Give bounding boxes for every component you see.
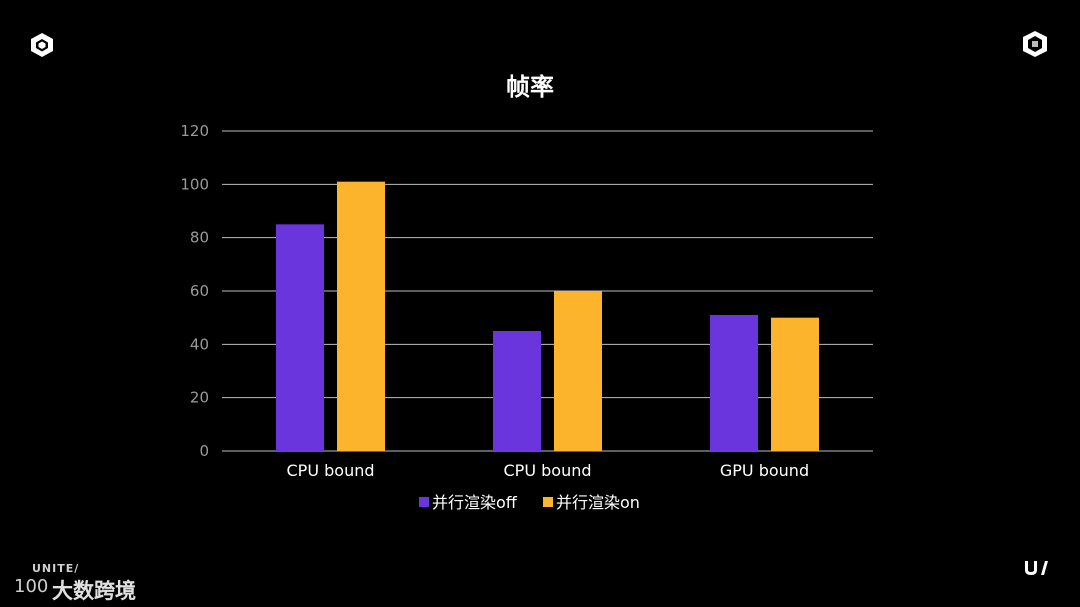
chart-title: 帧率 [506,73,554,101]
y-tick-label: 20 [190,389,209,407]
unity-logo-icon [31,33,53,57]
unite-label: UNITE/ [32,562,80,575]
x-axis-categories: CPU bound CPU bound GPU bound [287,461,810,480]
y-tick-label: 60 [190,282,209,300]
x-category-label: GPU bound [720,461,809,480]
legend-label: 并行渲染off [432,493,518,512]
brand-cjk-label: 大数跨境 [52,579,136,603]
bar-on [771,317,819,451]
unity-cube-icon [1023,31,1047,57]
bar-off [710,315,758,451]
unite-u-icon [1025,561,1048,575]
bar-on [554,291,602,451]
y-tick-label: 80 [190,229,209,247]
legend-swatch [543,497,553,507]
bar-on [337,181,385,451]
y-tick-label: 100 [180,175,209,193]
legend: 并行渲染off 并行渲染on [419,493,640,512]
legend-swatch [419,497,429,507]
y-tick-label: 40 [190,335,209,353]
x-category-label: CPU bound [287,461,375,480]
grid [222,130,873,452]
y-tick-label: 120 [180,122,209,140]
bar-off [493,331,541,451]
legend-label: 并行渲染on [556,493,640,512]
brand-ring-label: 100 [14,576,49,597]
bars [276,181,819,451]
y-tick-label: 0 [199,442,209,460]
bar-off [276,224,324,451]
y-axis-ticks: 0 20 40 60 80 100 120 [180,122,209,460]
x-category-label: CPU bound [504,461,592,480]
unite-brand: 100 UNITE/ 大数跨境 [14,562,154,603]
